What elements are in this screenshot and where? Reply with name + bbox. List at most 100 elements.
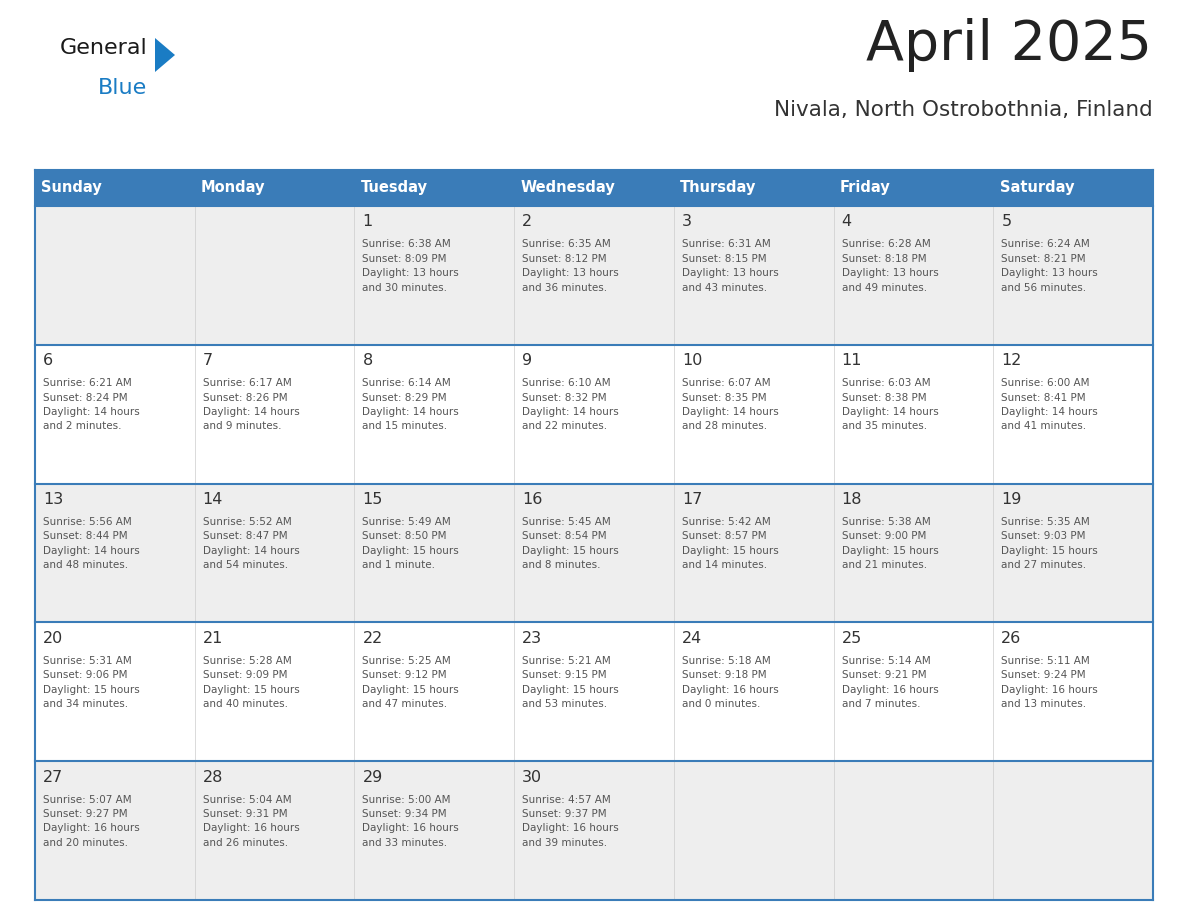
Text: Sunrise: 5:49 AM
Sunset: 8:50 PM
Daylight: 15 hours
and 1 minute.: Sunrise: 5:49 AM Sunset: 8:50 PM Dayligh…	[362, 517, 460, 570]
Bar	[195, 622, 354, 761]
Text: 2: 2	[523, 214, 532, 230]
Text: Sunrise: 5:21 AM
Sunset: 9:15 PM
Daylight: 15 hours
and 53 minutes.: Sunrise: 5:21 AM Sunset: 9:15 PM Dayligh…	[523, 655, 619, 709]
Text: 21: 21	[203, 631, 223, 645]
Text: 24: 24	[682, 631, 702, 645]
Text: Sunrise: 5:38 AM
Sunset: 9:00 PM
Daylight: 15 hours
and 21 minutes.: Sunrise: 5:38 AM Sunset: 9:00 PM Dayligh…	[841, 517, 939, 570]
Text: 15: 15	[362, 492, 383, 507]
Text: 4: 4	[841, 214, 852, 230]
Bar	[195, 170, 354, 206]
Text: Sunrise: 6:35 AM
Sunset: 8:12 PM
Daylight: 13 hours
and 36 minutes.: Sunrise: 6:35 AM Sunset: 8:12 PM Dayligh…	[523, 240, 619, 293]
Bar	[195, 484, 354, 622]
Bar	[674, 622, 834, 761]
Bar	[674, 206, 834, 345]
Text: Sunrise: 5:14 AM
Sunset: 9:21 PM
Daylight: 16 hours
and 7 minutes.: Sunrise: 5:14 AM Sunset: 9:21 PM Dayligh…	[841, 655, 939, 709]
Bar	[34, 484, 195, 622]
Bar	[195, 206, 354, 345]
Text: 22: 22	[362, 631, 383, 645]
Text: Sunrise: 5:56 AM
Sunset: 8:44 PM
Daylight: 14 hours
and 48 minutes.: Sunrise: 5:56 AM Sunset: 8:44 PM Dayligh…	[43, 517, 140, 570]
Text: Sunrise: 6:03 AM
Sunset: 8:38 PM
Daylight: 14 hours
and 35 minutes.: Sunrise: 6:03 AM Sunset: 8:38 PM Dayligh…	[841, 378, 939, 431]
Bar	[834, 206, 993, 345]
Text: Sunrise: 6:14 AM
Sunset: 8:29 PM
Daylight: 14 hours
and 15 minutes.: Sunrise: 6:14 AM Sunset: 8:29 PM Dayligh…	[362, 378, 460, 431]
Text: 12: 12	[1001, 353, 1022, 368]
Text: 17: 17	[682, 492, 702, 507]
Bar	[834, 170, 993, 206]
Bar	[674, 170, 834, 206]
Bar	[514, 170, 674, 206]
Text: 7: 7	[203, 353, 213, 368]
Text: 29: 29	[362, 769, 383, 785]
Text: 23: 23	[523, 631, 542, 645]
Text: Saturday: Saturday	[999, 181, 1074, 196]
Text: General: General	[59, 38, 147, 58]
Bar	[834, 484, 993, 622]
Text: 8: 8	[362, 353, 373, 368]
Text: 20: 20	[43, 631, 63, 645]
Text: Sunrise: 5:35 AM
Sunset: 9:03 PM
Daylight: 15 hours
and 27 minutes.: Sunrise: 5:35 AM Sunset: 9:03 PM Dayligh…	[1001, 517, 1098, 570]
Bar	[674, 761, 834, 900]
Bar	[34, 622, 195, 761]
Text: 11: 11	[841, 353, 862, 368]
Text: Sunday: Sunday	[42, 181, 102, 196]
Bar	[834, 345, 993, 484]
Text: 18: 18	[841, 492, 862, 507]
Text: Sunrise: 6:24 AM
Sunset: 8:21 PM
Daylight: 13 hours
and 56 minutes.: Sunrise: 6:24 AM Sunset: 8:21 PM Dayligh…	[1001, 240, 1098, 293]
Bar	[674, 345, 834, 484]
Text: Sunrise: 5:52 AM
Sunset: 8:47 PM
Daylight: 14 hours
and 54 minutes.: Sunrise: 5:52 AM Sunset: 8:47 PM Dayligh…	[203, 517, 299, 570]
Text: Tuesday: Tuesday	[361, 181, 428, 196]
Bar	[514, 345, 674, 484]
Bar	[354, 170, 514, 206]
Text: Sunrise: 5:25 AM
Sunset: 9:12 PM
Daylight: 15 hours
and 47 minutes.: Sunrise: 5:25 AM Sunset: 9:12 PM Dayligh…	[362, 655, 460, 709]
Bar	[993, 170, 1154, 206]
Bar	[674, 484, 834, 622]
Bar	[34, 206, 195, 345]
Bar	[354, 345, 514, 484]
Text: Blue: Blue	[97, 78, 146, 98]
Text: Sunrise: 6:28 AM
Sunset: 8:18 PM
Daylight: 13 hours
and 49 minutes.: Sunrise: 6:28 AM Sunset: 8:18 PM Dayligh…	[841, 240, 939, 293]
Text: 10: 10	[682, 353, 702, 368]
Text: 19: 19	[1001, 492, 1022, 507]
Text: Sunrise: 6:00 AM
Sunset: 8:41 PM
Daylight: 14 hours
and 41 minutes.: Sunrise: 6:00 AM Sunset: 8:41 PM Dayligh…	[1001, 378, 1098, 431]
Text: Sunrise: 5:28 AM
Sunset: 9:09 PM
Daylight: 15 hours
and 40 minutes.: Sunrise: 5:28 AM Sunset: 9:09 PM Dayligh…	[203, 655, 299, 709]
Text: 14: 14	[203, 492, 223, 507]
Text: 13: 13	[43, 492, 63, 507]
Text: Friday: Friday	[840, 181, 891, 196]
Text: Sunrise: 5:42 AM
Sunset: 8:57 PM
Daylight: 15 hours
and 14 minutes.: Sunrise: 5:42 AM Sunset: 8:57 PM Dayligh…	[682, 517, 778, 570]
Text: Sunrise: 5:00 AM
Sunset: 9:34 PM
Daylight: 16 hours
and 33 minutes.: Sunrise: 5:00 AM Sunset: 9:34 PM Dayligh…	[362, 794, 460, 847]
Text: 5: 5	[1001, 214, 1011, 230]
Text: 3: 3	[682, 214, 691, 230]
Text: Sunrise: 6:17 AM
Sunset: 8:26 PM
Daylight: 14 hours
and 9 minutes.: Sunrise: 6:17 AM Sunset: 8:26 PM Dayligh…	[203, 378, 299, 431]
Text: 25: 25	[841, 631, 861, 645]
Text: 9: 9	[523, 353, 532, 368]
Text: 27: 27	[43, 769, 63, 785]
Text: 1: 1	[362, 214, 373, 230]
Text: Sunrise: 6:31 AM
Sunset: 8:15 PM
Daylight: 13 hours
and 43 minutes.: Sunrise: 6:31 AM Sunset: 8:15 PM Dayligh…	[682, 240, 778, 293]
Text: Sunrise: 5:18 AM
Sunset: 9:18 PM
Daylight: 16 hours
and 0 minutes.: Sunrise: 5:18 AM Sunset: 9:18 PM Dayligh…	[682, 655, 778, 709]
Text: Sunrise: 5:04 AM
Sunset: 9:31 PM
Daylight: 16 hours
and 26 minutes.: Sunrise: 5:04 AM Sunset: 9:31 PM Dayligh…	[203, 794, 299, 847]
Text: Sunrise: 5:45 AM
Sunset: 8:54 PM
Daylight: 15 hours
and 8 minutes.: Sunrise: 5:45 AM Sunset: 8:54 PM Dayligh…	[523, 517, 619, 570]
Text: 16: 16	[523, 492, 543, 507]
Bar	[993, 622, 1154, 761]
Text: 6: 6	[43, 353, 53, 368]
Bar	[834, 761, 993, 900]
Text: Sunrise: 4:57 AM
Sunset: 9:37 PM
Daylight: 16 hours
and 39 minutes.: Sunrise: 4:57 AM Sunset: 9:37 PM Dayligh…	[523, 794, 619, 847]
Text: Monday: Monday	[201, 181, 266, 196]
Bar	[514, 622, 674, 761]
Text: 30: 30	[523, 769, 542, 785]
Bar	[514, 761, 674, 900]
Bar	[354, 622, 514, 761]
Text: Sunrise: 6:07 AM
Sunset: 8:35 PM
Daylight: 14 hours
and 28 minutes.: Sunrise: 6:07 AM Sunset: 8:35 PM Dayligh…	[682, 378, 778, 431]
Polygon shape	[154, 38, 175, 72]
Text: April 2025: April 2025	[866, 18, 1152, 72]
Bar	[834, 622, 993, 761]
Text: Sunrise: 5:31 AM
Sunset: 9:06 PM
Daylight: 15 hours
and 34 minutes.: Sunrise: 5:31 AM Sunset: 9:06 PM Dayligh…	[43, 655, 140, 709]
Bar	[34, 170, 195, 206]
Bar	[514, 484, 674, 622]
Bar	[354, 484, 514, 622]
Bar	[993, 345, 1154, 484]
Text: Sunrise: 5:07 AM
Sunset: 9:27 PM
Daylight: 16 hours
and 20 minutes.: Sunrise: 5:07 AM Sunset: 9:27 PM Dayligh…	[43, 794, 140, 847]
Text: Nivala, North Ostrobothnia, Finland: Nivala, North Ostrobothnia, Finland	[773, 100, 1152, 120]
Text: Thursday: Thursday	[681, 181, 757, 196]
Bar	[354, 206, 514, 345]
Bar	[34, 761, 195, 900]
Bar	[195, 345, 354, 484]
